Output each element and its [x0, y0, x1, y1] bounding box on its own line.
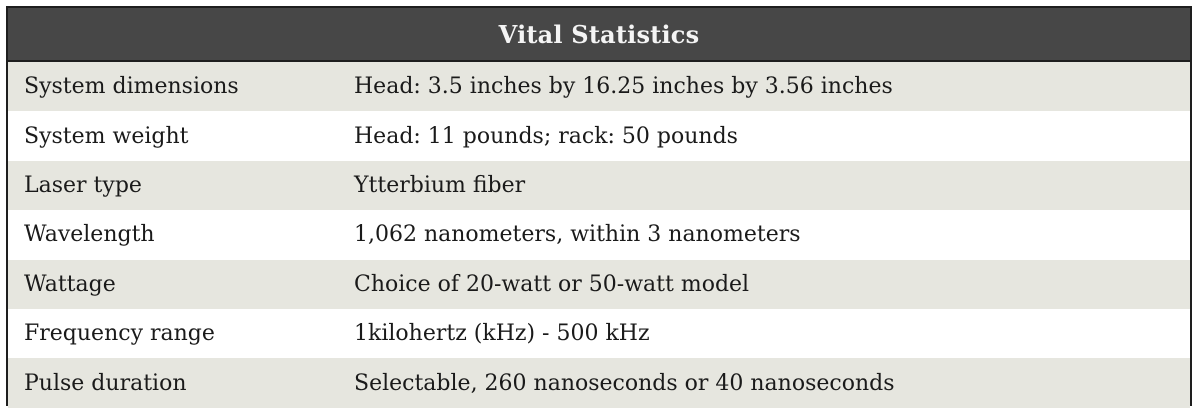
table-row-system-dimensions: System dimensions Head: 3.5 inches by 16… — [8, 62, 1190, 112]
row-value: Ytterbium fiber — [354, 172, 526, 198]
vital-statistics-table: Vital Statistics System dimensions Head:… — [6, 6, 1192, 408]
row-label: System dimensions — [24, 74, 239, 100]
row-value: 1,062 nanometers, within 3 nanometers — [354, 222, 801, 248]
row-label: Wattage — [24, 271, 116, 297]
table-row-pulse-duration: Pulse duration Selectable, 260 nanosecon… — [8, 358, 1190, 408]
row-label: Laser type — [24, 172, 142, 198]
row-label: Pulse duration — [24, 370, 187, 396]
row-label: System weight — [24, 123, 189, 149]
table-row-system-weight: System weight Head: 11 pounds; rack: 50 … — [8, 111, 1190, 161]
row-value: Choice of 20-watt or 50-watt model — [354, 271, 750, 297]
row-value: 1kilohertz (kHz) - 500 kHz — [354, 321, 650, 347]
table-row-wavelength: Wavelength 1,062 nanometers, within 3 na… — [8, 210, 1190, 260]
table-row-frequency-range: Frequency range 1kilohertz (kHz) - 500 k… — [8, 308, 1190, 359]
table-title: Vital Statistics — [498, 19, 700, 49]
row-label: Wavelength — [24, 222, 155, 248]
row-value: Selectable, 260 nanoseconds or 40 nanose… — [354, 370, 895, 396]
table-row-wattage: Wattage Choice of 20-watt or 50-watt mod… — [8, 259, 1190, 309]
row-value: Head: 3.5 inches by 16.25 inches by 3.56… — [354, 74, 893, 100]
row-value: Head: 11 pounds; rack: 50 pounds — [354, 123, 738, 149]
table-header: Vital Statistics — [8, 8, 1190, 62]
table-row-laser-type: Laser type Ytterbium fiber — [8, 160, 1190, 211]
row-label: Frequency range — [24, 321, 215, 347]
